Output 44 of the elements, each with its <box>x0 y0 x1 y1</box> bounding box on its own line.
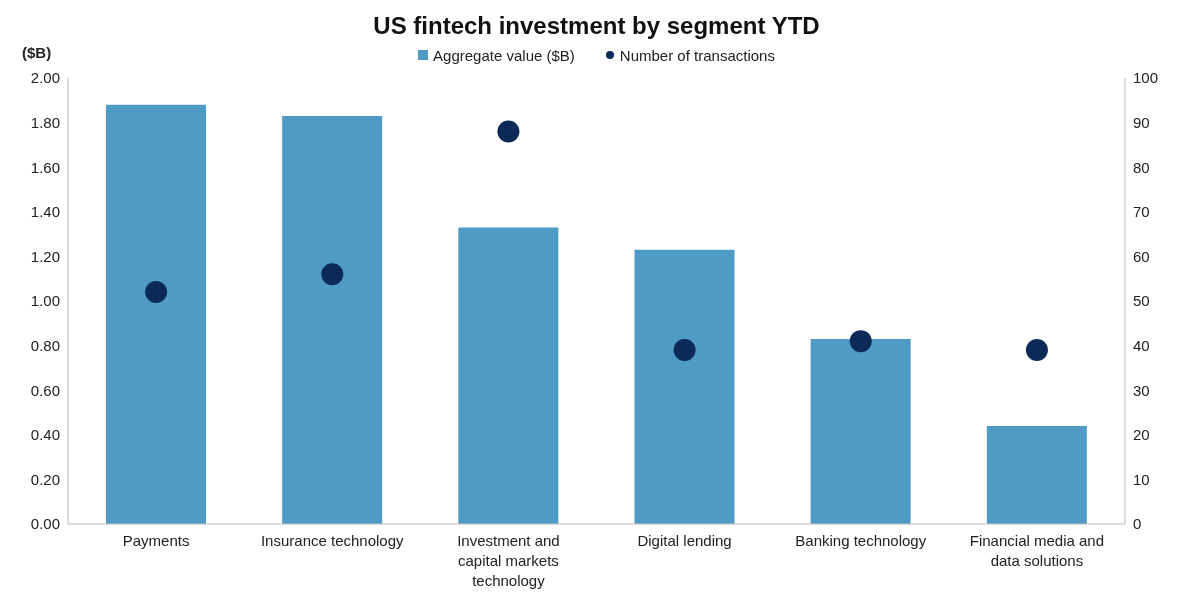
point <box>145 281 168 304</box>
y2-tick-label: 20 <box>1133 426 1150 444</box>
y2-tick-label: 0 <box>1133 515 1142 533</box>
bar <box>458 227 559 524</box>
y-tick-label: 1.20 <box>30 247 60 265</box>
y-tick-label: 0.60 <box>30 381 60 399</box>
y2-tick-label: 40 <box>1133 336 1150 354</box>
point <box>1025 339 1048 362</box>
legend-label: Aggregate value ($B) <box>432 45 575 66</box>
legend-label: Number of transactions <box>618 45 775 66</box>
x-tick-label: Insurance technology <box>260 532 405 549</box>
x-tick-label: Digital lending <box>637 532 732 549</box>
y2-tick-label: 70 <box>1133 203 1150 221</box>
y2-tick-label: 90 <box>1133 113 1150 131</box>
x-tick-label: Payments <box>122 532 190 549</box>
y2-tick-label: 10 <box>1133 470 1150 488</box>
y2-tick-label: 60 <box>1133 247 1150 265</box>
y-tick-label: 1.60 <box>30 158 60 176</box>
x-tick-label: Banking technology <box>795 532 927 549</box>
y-tick-label: 1.00 <box>30 292 60 310</box>
y-tick-label: 0.40 <box>30 426 60 444</box>
y2-tick-label: 80 <box>1133 158 1150 176</box>
y-tick-label: 0.00 <box>30 515 60 533</box>
y2-tick-label: 100 <box>1133 69 1159 87</box>
point <box>673 339 696 362</box>
point <box>321 263 344 286</box>
point <box>497 120 520 143</box>
chart-title: US fintech investment by segment YTD <box>372 11 821 41</box>
y-tick-label: 2.00 <box>30 69 60 87</box>
y-tick-label: 1.40 <box>30 203 60 221</box>
y-axis-title: ($B) <box>22 44 52 61</box>
bar <box>810 338 911 524</box>
y-tick-label: 0.20 <box>30 470 60 488</box>
y2-tick-label: 50 <box>1133 292 1150 310</box>
x-tick-label: Investment and capital markets technology <box>457 532 560 589</box>
y2-tick-label: 30 <box>1133 381 1150 399</box>
y-tick-label: 1.80 <box>30 113 60 131</box>
y-tick-label: 0.80 <box>30 336 60 354</box>
point <box>849 330 872 353</box>
x-tick-label: Financial media and data solutions <box>969 532 1105 569</box>
bar <box>282 115 383 524</box>
bar <box>986 425 1087 524</box>
bar <box>106 104 206 524</box>
bar <box>634 249 735 524</box>
